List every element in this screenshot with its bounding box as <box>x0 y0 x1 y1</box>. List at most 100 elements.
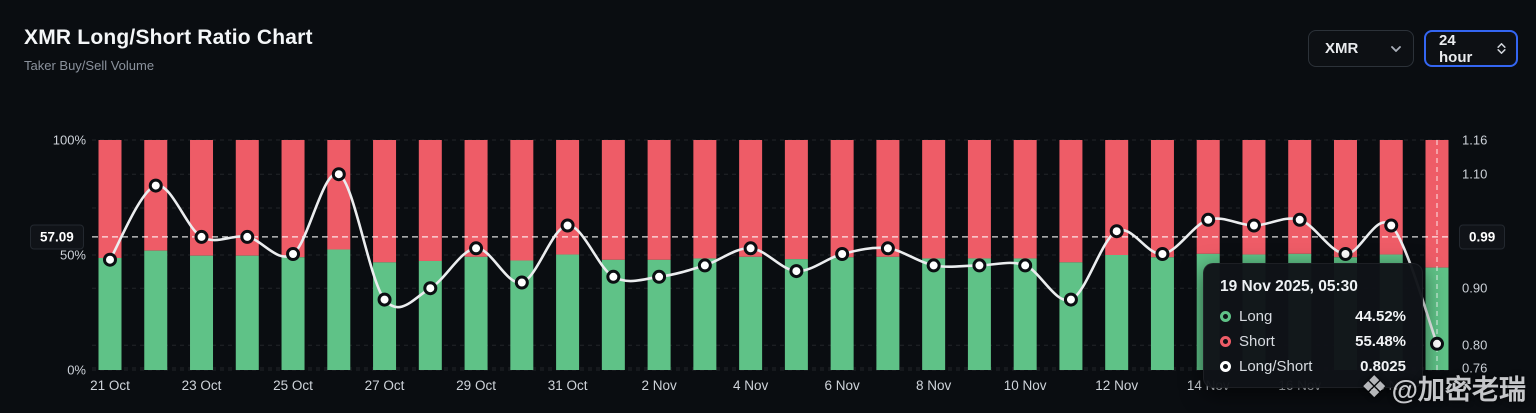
chevron-down-icon <box>1391 45 1401 52</box>
bar-long-9 Nov[interactable] <box>967 258 991 370</box>
page-subtitle: Taker Buy/Sell Volume <box>24 58 155 73</box>
bar-short-26 Oct[interactable] <box>327 140 351 250</box>
bar-long-21 Oct[interactable] <box>98 257 122 370</box>
ratio-point-30 Oct <box>514 275 529 290</box>
bar-long-11 Nov[interactable] <box>1059 262 1083 370</box>
bar-short-12 Nov[interactable] <box>1105 140 1129 255</box>
bar-long-5 Nov[interactable] <box>784 259 808 370</box>
bar-long-6 Nov[interactable] <box>830 257 854 370</box>
ratio-point-27 Oct <box>377 292 392 307</box>
bar-long-10 Nov[interactable] <box>1013 258 1037 370</box>
bar-short-23 Oct[interactable] <box>190 140 214 256</box>
ratio-point-12 Nov <box>1109 224 1124 239</box>
ratio-point-1 Nov <box>606 269 621 284</box>
ratio-point-2 Nov <box>652 269 667 284</box>
bar-short-3 Nov[interactable] <box>693 140 717 259</box>
ratio-point-15 Nov <box>1246 218 1261 233</box>
ratio-point-18 Nov <box>1384 218 1399 233</box>
crosshair-right-value: 0.99 <box>1459 224 1506 250</box>
bar-short-2 Nov[interactable] <box>647 140 671 260</box>
ratio-point-4 Nov <box>743 241 758 256</box>
bar-long-8 Nov[interactable] <box>922 258 946 370</box>
watermark-text: @加密老瑞 <box>1391 375 1526 405</box>
symbol-select[interactable]: XMR <box>1308 30 1414 67</box>
bar-short-5 Nov[interactable] <box>784 140 808 260</box>
bar-long-27 Oct[interactable] <box>373 262 397 370</box>
ratio-point-16 Nov <box>1292 212 1307 227</box>
bar-short-14 Nov[interactable] <box>1196 140 1220 254</box>
interval-select[interactable]: 24 hour <box>1424 30 1518 67</box>
watermark: ❖ @加密老瑞 <box>1361 368 1526 407</box>
bar-short-28 Oct[interactable] <box>418 140 442 261</box>
bar-short-8 Nov[interactable] <box>922 140 946 259</box>
ratio-point-31 Oct <box>560 218 575 233</box>
bar-short-17 Nov[interactable] <box>1333 140 1357 258</box>
bar-long-24 Oct[interactable] <box>235 255 259 370</box>
bar-long-30 Oct[interactable] <box>510 260 534 370</box>
crosshair-left-value: 57.09 <box>30 224 84 250</box>
bar-long-31 Oct[interactable] <box>556 254 580 370</box>
short-marker-icon <box>1220 336 1231 347</box>
ratio-point-3 Nov <box>697 258 712 273</box>
ratio-point-28 Oct <box>423 281 438 296</box>
long-marker-icon <box>1220 311 1231 322</box>
bar-short-9 Nov[interactable] <box>967 140 991 259</box>
chevron-up-down-icon <box>1497 43 1506 54</box>
ratio-point-26 Oct <box>331 167 346 182</box>
bar-long-12 Nov[interactable] <box>1105 255 1129 370</box>
bar-long-13 Nov[interactable] <box>1150 257 1174 370</box>
bar-short-13 Nov[interactable] <box>1150 140 1174 258</box>
ratio-point-19 Nov <box>1430 336 1444 351</box>
bar-long-28 Oct[interactable] <box>418 260 442 370</box>
bar-short-30 Oct[interactable] <box>510 140 534 261</box>
brand-diamond-icon: ❖ <box>1360 370 1388 404</box>
bar-short-21 Oct[interactable] <box>98 140 122 258</box>
bar-long-25 Oct[interactable] <box>281 257 305 370</box>
ratio-point-24 Oct <box>240 229 255 244</box>
chart-tooltip: 19 Nov 2025, 05:30 Long 44.52% Short 55.… <box>1203 263 1423 388</box>
bar-short-29 Oct[interactable] <box>464 140 488 257</box>
bar-short-4 Nov[interactable] <box>739 140 763 257</box>
bar-short-6 Nov[interactable] <box>830 140 854 258</box>
ratio-point-25 Oct <box>286 247 301 261</box>
bar-short-7 Nov[interactable] <box>876 140 900 257</box>
bar-short-22 Oct[interactable] <box>144 140 168 251</box>
bar-long-29 Oct[interactable] <box>464 256 488 370</box>
bar-long-1 Nov[interactable] <box>601 259 625 370</box>
ratio-point-29 Oct <box>469 241 484 256</box>
bar-long-26 Oct[interactable] <box>327 249 351 370</box>
bar-long-3 Nov[interactable] <box>693 258 717 370</box>
bar-long-2 Nov[interactable] <box>647 259 671 370</box>
tooltip-row-long: Long 44.52% <box>1220 308 1406 325</box>
ratio-point-7 Nov <box>880 241 895 256</box>
ratio-point-6 Nov <box>835 247 850 261</box>
bar-short-27 Oct[interactable] <box>373 140 397 263</box>
bar-short-25 Oct[interactable] <box>281 140 305 258</box>
bar-long-23 Oct[interactable] <box>190 255 214 370</box>
bar-short-11 Nov[interactable] <box>1059 140 1083 263</box>
ratio-point-13 Nov <box>1155 247 1170 261</box>
ratio-point-17 Nov <box>1338 247 1353 261</box>
page-title: XMR Long/Short Ratio Chart <box>24 26 313 49</box>
bar-long-4 Nov[interactable] <box>739 256 763 370</box>
ratio-point-23 Oct <box>194 229 209 244</box>
bar-short-16 Nov[interactable] <box>1288 140 1312 254</box>
bar-long-22 Oct[interactable] <box>144 250 168 370</box>
ratio-point-22 Oct <box>148 178 163 193</box>
interval-select-value: 24 hour <box>1439 31 1473 66</box>
tooltip-row-short: Short 55.48% <box>1220 333 1406 350</box>
bar-short-24 Oct[interactable] <box>235 140 259 256</box>
symbol-select-value: XMR <box>1325 40 1359 57</box>
tooltip-date: 19 Nov 2025, 05:30 <box>1220 278 1358 295</box>
ratio-point-5 Nov <box>789 264 804 279</box>
bar-short-10 Nov[interactable] <box>1013 140 1037 259</box>
ratio-point-9 Nov <box>972 258 987 273</box>
bar-short-1 Nov[interactable] <box>601 140 625 260</box>
ratio-marker-icon <box>1220 361 1231 372</box>
bar-long-7 Nov[interactable] <box>876 256 900 370</box>
ratio-point-11 Nov <box>1063 292 1078 307</box>
ratio-point-21 Oct <box>103 252 117 267</box>
ratio-point-14 Nov <box>1201 212 1216 227</box>
